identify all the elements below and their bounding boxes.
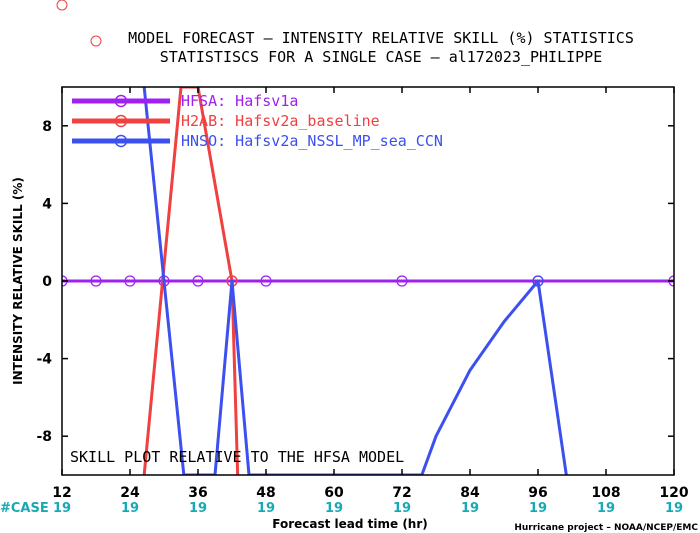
case-count: 19 — [529, 501, 547, 516]
chart-title: MODEL FORECAST – INTENSITY RELATIVE SKIL… — [128, 29, 634, 47]
case-count: 19 — [121, 501, 139, 516]
series-layer — [62, 87, 674, 475]
x-tick-label: 24 — [120, 485, 140, 501]
legend-label-3: HNSO: Hafsv2a_NSSL_MP_sea_CCN — [181, 132, 443, 150]
case-count: 19 — [189, 501, 207, 516]
case-count: 19 — [393, 501, 411, 516]
y-tick-label: 0 — [42, 274, 52, 290]
y-tick-label: 8 — [42, 119, 52, 135]
x-tick-label: 36 — [188, 485, 207, 501]
x-tick-label: 48 — [256, 485, 275, 501]
case-count: 19 — [325, 501, 343, 516]
x-tick-label: 12 — [52, 485, 71, 501]
series-marker-1 — [124, 275, 136, 287]
y-tick-label: 4 — [42, 196, 52, 212]
corner-marker — [56, 0, 68, 11]
legend-marker-2 — [114, 114, 128, 128]
corner-marker-2 — [90, 35, 102, 47]
axes-layer: 1219241936194819601972198419961910819120… — [36, 87, 689, 516]
series-line-3 — [142, 87, 568, 475]
y-axis-title: INTENSITY RELATIVE SKILL (%) — [11, 177, 25, 385]
x-tick-label: 120 — [659, 485, 688, 501]
case-label: #CASE — [0, 501, 49, 516]
series-line-2 — [142, 87, 240, 475]
series-marker-3 — [532, 275, 544, 287]
legend-marker-1 — [114, 94, 128, 108]
case-count: 19 — [665, 501, 683, 516]
case-count: 19 — [597, 501, 615, 516]
x-tick-label: 60 — [324, 485, 344, 501]
skill-annotation: SKILL PLOT RELATIVE TO THE HFSA MODEL — [70, 448, 404, 466]
x-tick-label: 108 — [591, 485, 620, 501]
chart-subtitle: STATISTISCS FOR A SINGLE CASE – al172023… — [160, 48, 603, 66]
credit-text: Hurricane project – NOAA/NCEP/EMC — [514, 523, 698, 533]
case-count: 19 — [53, 501, 71, 516]
legend-marker-3 — [114, 134, 128, 148]
x-tick-label: 72 — [392, 485, 411, 501]
series-marker-1 — [396, 275, 408, 287]
legend: HFSA: Hafsv1a H2AB: Hafsv2a_baseline HNSO:… — [72, 92, 443, 150]
series-marker-1 — [260, 275, 272, 287]
series-marker-1 — [192, 275, 204, 287]
series-marker-1 — [90, 275, 102, 287]
x-tick-label: 84 — [460, 485, 480, 501]
y-tick-label: -8 — [36, 429, 52, 445]
y-tick-label: -4 — [36, 352, 52, 368]
x-axis-title: Forecast lead time (hr) — [272, 517, 428, 531]
legend-label-2: H2AB: Hafsv2a_baseline — [181, 112, 380, 130]
x-tick-label: 96 — [528, 485, 547, 501]
case-count: 19 — [257, 501, 275, 516]
legend-label-1: HFSA: Hafsv1a — [181, 92, 298, 110]
case-count: 19 — [461, 501, 479, 516]
